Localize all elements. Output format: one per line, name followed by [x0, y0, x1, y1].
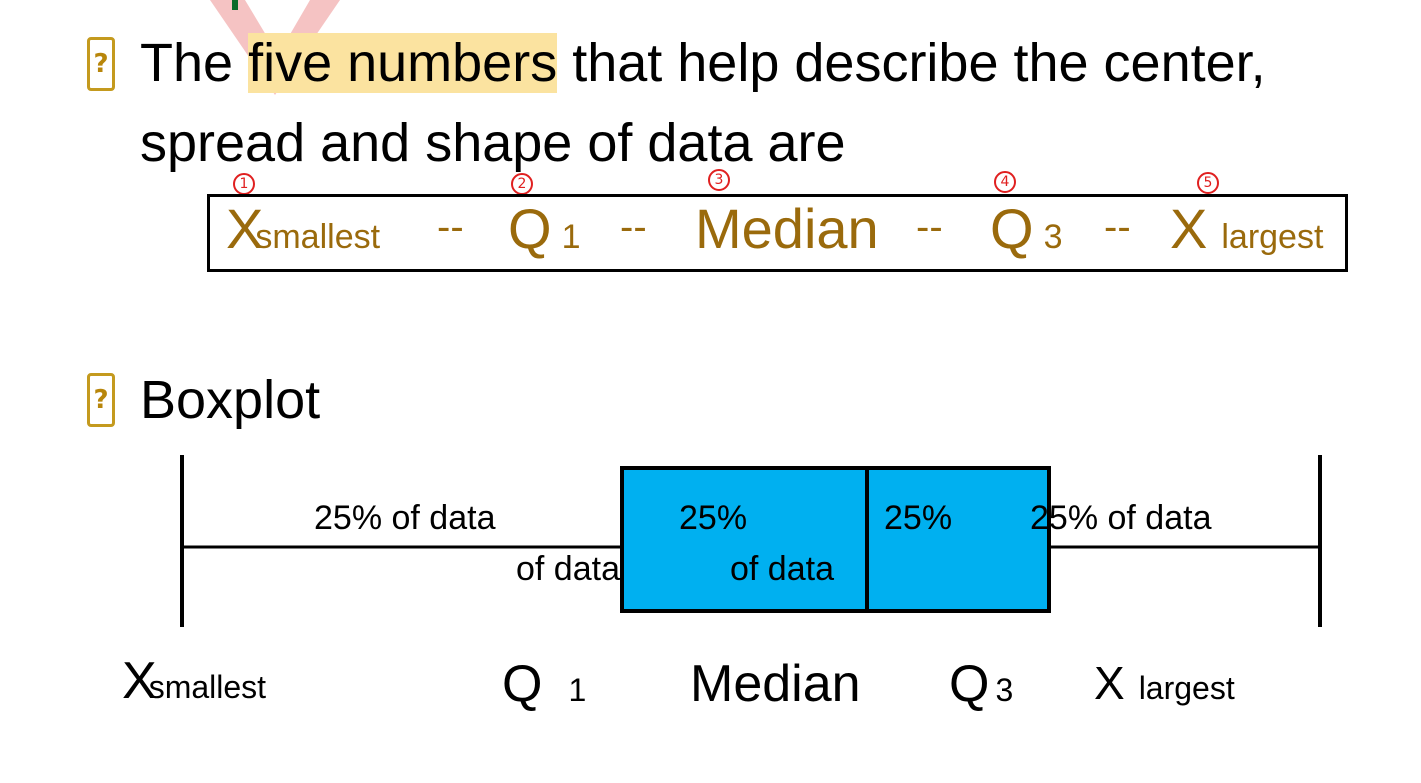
five-x-smallest: Xsmallest: [226, 197, 381, 260]
label-q1-of-data: of data: [516, 550, 620, 588]
five-median: Median: [695, 197, 879, 260]
marker-5: 5: [1197, 172, 1219, 194]
boxplot-box: [620, 466, 1051, 613]
five-sep-4: --: [1104, 205, 1131, 249]
heading1-post: that help describe the center,: [557, 33, 1266, 93]
label-box1-pct: 25%: [679, 499, 748, 537]
five-number-summary-box: [207, 194, 1348, 272]
question-mark-bullet-icon: ?: [87, 37, 115, 91]
heading1-highlight: five numbers: [248, 33, 558, 93]
five-sep-1: --: [437, 205, 464, 249]
label-box2-pct: 25%: [884, 499, 953, 537]
axis-median: Median: [690, 655, 861, 713]
marker-4: 4: [994, 171, 1016, 193]
red-annotation-stroke: [210, 0, 340, 95]
label-box1-of-data: of data: [730, 550, 834, 588]
heading-boxplot: Boxplot: [140, 370, 321, 430]
label-left-quarter: 25% of data: [314, 499, 496, 537]
five-sep-2: --: [620, 205, 647, 249]
heading-five-numbers-line2: spread and shape of data are: [140, 113, 846, 173]
heading1-pre: The: [140, 33, 249, 93]
axis-x-smallest: Xsmallest: [122, 652, 267, 710]
question-mark-bullet-icon-2: ?: [87, 373, 115, 427]
label-right-quarter: 25% of data: [1030, 499, 1212, 537]
marker-3: 3: [708, 169, 730, 191]
heading-five-numbers-line1: The five numbers that help describe the …: [140, 24, 1266, 102]
five-sep-3: --: [916, 205, 943, 249]
